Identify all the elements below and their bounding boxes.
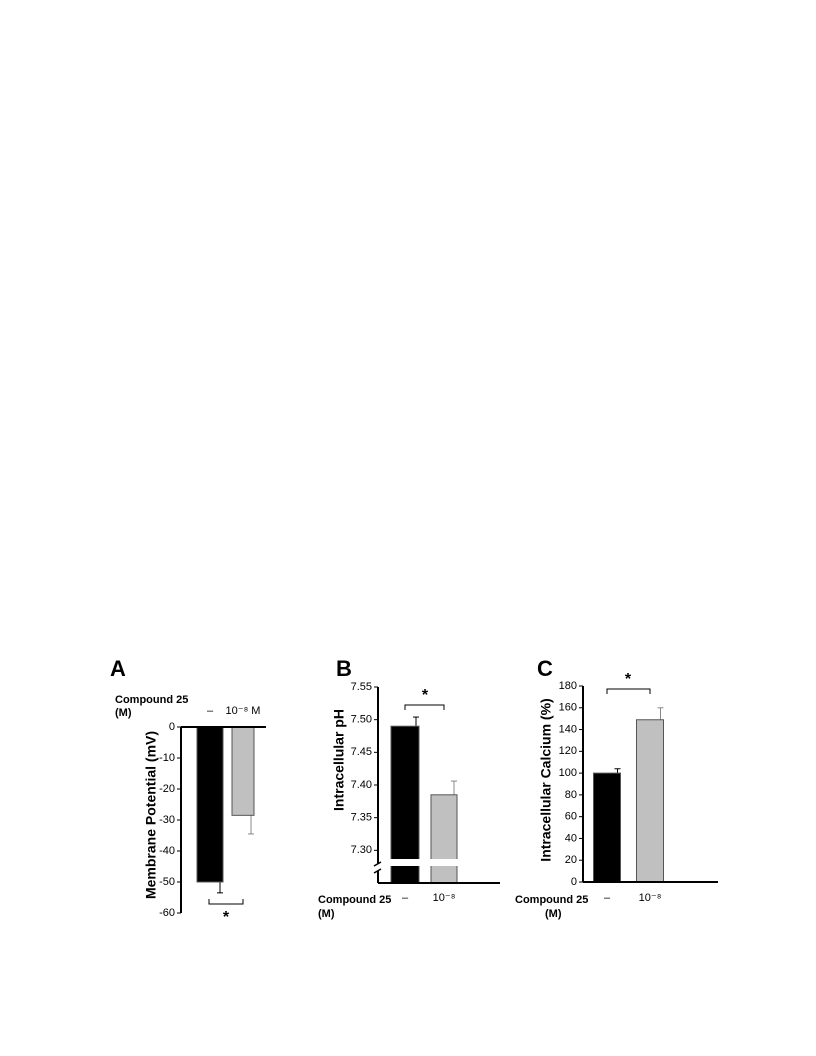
significance-bracket — [404, 704, 445, 710]
x-tick-label: – — [402, 892, 409, 904]
bar — [636, 719, 664, 883]
x-axis-label: Compound 25 — [115, 694, 188, 706]
significance-bracket — [606, 688, 651, 694]
y-tick-label: 160 — [559, 702, 577, 714]
panel-label: C — [537, 656, 553, 681]
y-axis-label: Intracellular Calcium (%) — [538, 698, 554, 861]
y-tick-label: 7.35 — [351, 812, 372, 824]
y-tick-label: 140 — [559, 723, 577, 735]
y-tick-label: 80 — [565, 789, 577, 801]
x-tick-label: 10⁻⁸ M — [226, 705, 261, 717]
x-axis-label: (M) — [545, 908, 562, 920]
x-tick-label: 10⁻⁸ — [639, 892, 662, 904]
significance-mark: * — [422, 687, 429, 704]
y-tick-label: -60 — [159, 907, 175, 919]
y-tick-label: 40 — [565, 832, 577, 844]
x-axis-label: (M) — [115, 707, 132, 719]
y-axis-label: Membrane Potential (mV) — [143, 731, 159, 899]
y-tick-label: 0 — [169, 721, 175, 733]
y-tick-label: 20 — [565, 854, 577, 866]
y-tick-label: 120 — [559, 745, 577, 757]
y-axis-label: Intracellular pH — [331, 709, 347, 811]
bar — [430, 794, 458, 884]
y-tick-label: 100 — [559, 767, 577, 779]
y-tick-label: 7.45 — [351, 746, 372, 758]
bar — [231, 726, 255, 816]
x-axis-label: (M) — [318, 908, 335, 920]
y-tick-label: 7.30 — [351, 844, 372, 856]
axis-break-gap — [375, 865, 381, 873]
y-tick-label: 180 — [559, 680, 577, 692]
bar — [390, 725, 420, 884]
x-tick-label: – — [207, 705, 214, 717]
y-tick-label: 7.50 — [351, 714, 372, 726]
x-tick-label: 10⁻⁸ — [433, 892, 456, 904]
y-tick-label: 0 — [571, 876, 577, 888]
significance-mark: * — [223, 909, 230, 926]
y-tick-label: -50 — [159, 876, 175, 888]
y-tick-label: -30 — [159, 814, 175, 826]
x-tick-label: – — [604, 892, 611, 904]
x-axis-label: Compound 25 — [318, 894, 391, 906]
panel-label: B — [336, 656, 352, 681]
panel-label: A — [110, 656, 126, 681]
significance-mark: * — [625, 671, 632, 688]
y-tick-label: -20 — [159, 783, 175, 795]
y-tick-label: -10 — [159, 752, 175, 764]
y-tick-label: 7.40 — [351, 779, 372, 791]
significance-bracket — [208, 899, 244, 905]
y-tick-label: -40 — [159, 845, 175, 857]
bar — [196, 726, 224, 883]
y-tick-label: 7.55 — [351, 681, 372, 693]
axis-break-gap — [380, 859, 502, 866]
y-tick-label: 60 — [565, 811, 577, 823]
x-axis-label: Compound 25 — [515, 894, 588, 906]
bar — [593, 772, 621, 883]
